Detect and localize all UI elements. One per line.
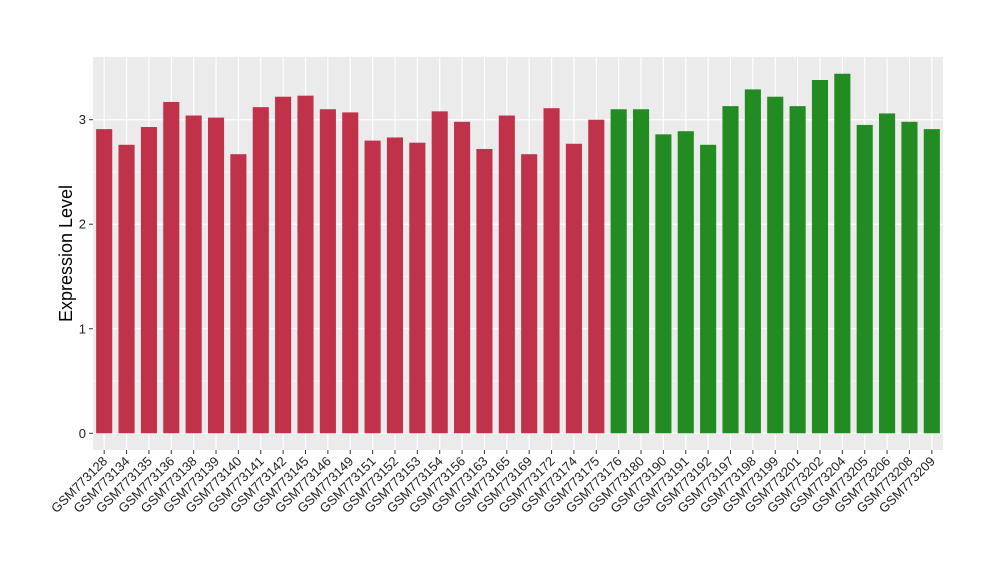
bar-GSM773141 <box>252 107 269 434</box>
bar-GSM773202 <box>811 79 829 434</box>
y-tick-label: 1 <box>79 321 86 336</box>
bar-GSM773135 <box>140 127 157 434</box>
bar-GSM773208 <box>901 121 918 434</box>
bar-GSM773140 <box>230 154 247 434</box>
bar-GSM773174 <box>565 143 582 434</box>
bar-GSM773180 <box>632 109 650 434</box>
bar-GSM773172 <box>543 108 560 434</box>
bar-GSM773209 <box>923 129 940 434</box>
bar-GSM773145 <box>297 95 314 434</box>
bar-GSM773175 <box>588 119 605 434</box>
bar-GSM773169 <box>521 154 538 434</box>
y-tick-label: 3 <box>79 112 86 127</box>
bar-GSM773149 <box>342 112 359 434</box>
bars <box>96 73 940 434</box>
bar-GSM773199 <box>767 96 784 434</box>
bar-GSM773204 <box>834 73 851 434</box>
y-axis-title: Expression Level <box>56 185 76 322</box>
bar-GSM773192 <box>700 144 717 434</box>
bar-GSM773190 <box>655 134 672 434</box>
bar-GSM773153 <box>409 142 426 434</box>
bar-GSM773138 <box>185 115 202 434</box>
bar-GSM773165 <box>498 115 515 434</box>
y-tick-label: 2 <box>79 217 86 232</box>
bar-GSM773198 <box>744 89 761 434</box>
y-axis: 0 1 2 3 <box>79 112 93 441</box>
bar-GSM773154 <box>431 111 448 434</box>
bar-GSM773197 <box>722 106 739 434</box>
bar-GSM773142 <box>275 96 292 434</box>
bar-GSM773136 <box>163 101 180 434</box>
bar-GSM773191 <box>677 131 694 434</box>
bar-GSM773163 <box>476 148 493 434</box>
bar-GSM773139 <box>207 117 225 434</box>
bar-GSM773151 <box>364 140 381 434</box>
bar-GSM773201 <box>789 106 806 434</box>
y-tick-label: 0 <box>79 426 86 441</box>
bar-GSM773152 <box>386 137 404 434</box>
bar-GSM773146 <box>319 109 336 434</box>
bar-GSM773128 <box>96 129 113 434</box>
bar-GSM773206 <box>879 113 896 434</box>
bar-GSM773156 <box>454 121 471 434</box>
bar-GSM773176 <box>610 109 627 434</box>
bar-GSM773205 <box>856 124 873 434</box>
x-axis: GSM773128GSM773134GSM773135GSM773136GSM7… <box>48 450 938 516</box>
bar-GSM773134 <box>118 144 135 434</box>
